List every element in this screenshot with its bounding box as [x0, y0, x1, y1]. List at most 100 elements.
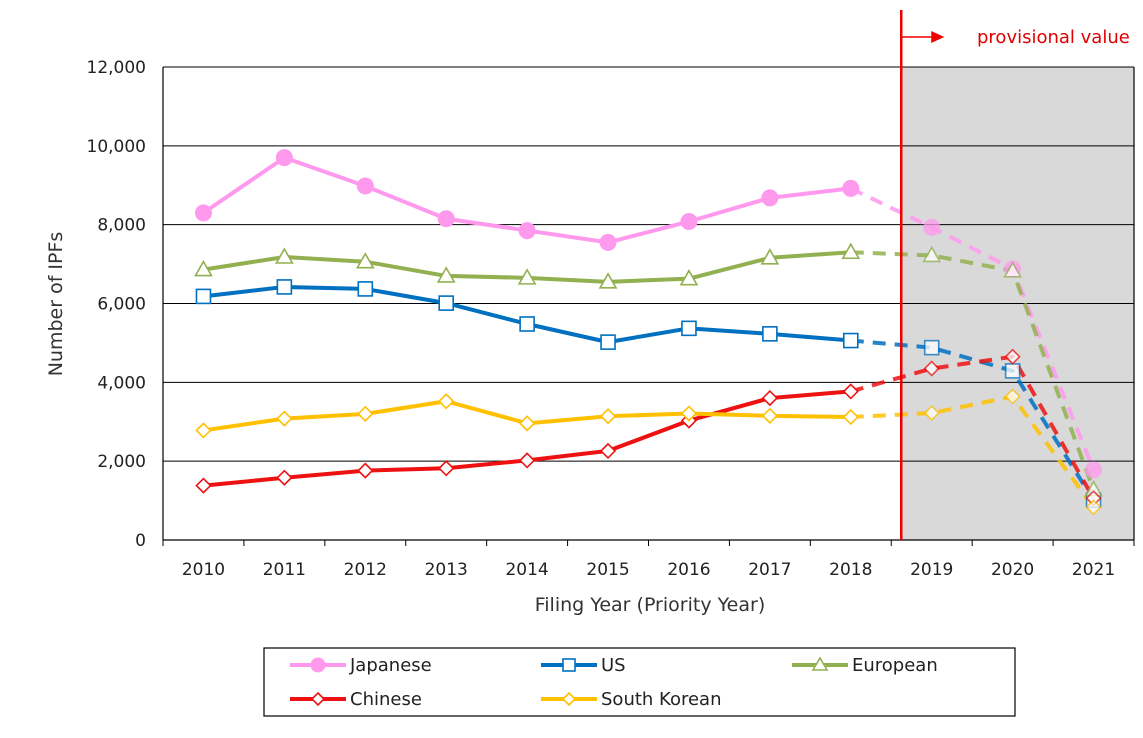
y-tick-label: 12,000	[87, 58, 146, 78]
data-point-european	[922, 245, 942, 263]
data-point-south-korean	[276, 410, 293, 427]
provisional-arrow-head	[931, 31, 945, 43]
x-tick-label: 2015	[586, 560, 629, 580]
series-line-provisional-japanese	[849, 186, 1096, 471]
data-point-south-korean	[1004, 388, 1021, 405]
data-point-us	[519, 316, 535, 332]
legend-label-japanese: Japanese	[349, 655, 432, 676]
x-tick-label: 2020	[991, 560, 1034, 580]
data-point-european	[355, 252, 375, 269]
data-point-european	[841, 242, 861, 260]
data-point-european	[760, 248, 780, 265]
x-tick-label: 2013	[425, 560, 468, 580]
data-point-japanese	[518, 222, 536, 240]
x-tick-label: 2021	[1072, 560, 1115, 580]
legend-label-chinese: Chinese	[350, 689, 422, 710]
x-tick-label: 2018	[829, 560, 872, 580]
data-point-south-korean	[438, 393, 455, 410]
data-point-european	[679, 269, 699, 286]
data-point-chinese	[1004, 348, 1021, 365]
data-point-us	[842, 332, 859, 349]
x-tick-label: 2012	[344, 560, 387, 580]
data-point-japanese	[1085, 461, 1103, 479]
data-point-south-korean	[357, 405, 374, 422]
x-tick-label: 2019	[910, 560, 953, 580]
data-point-chinese	[761, 389, 779, 407]
series-line-us	[203, 284, 851, 345]
data-point-japanese	[437, 210, 455, 228]
x-tick-label: 2017	[748, 560, 791, 580]
data-point-us	[1004, 363, 1021, 379]
data-point-us	[438, 295, 455, 311]
data-point-south-korean	[761, 407, 779, 424]
legend-label-us: US	[601, 655, 626, 676]
legend-marker-south-korean	[561, 691, 577, 707]
x-axis-title: Filing Year (Priority Year)	[535, 594, 766, 616]
legend-marker-chinese	[310, 691, 326, 707]
y-tick-label: 6,000	[97, 295, 146, 315]
data-point-chinese	[599, 442, 617, 460]
legend-marker-european	[811, 656, 829, 671]
y-tick-label: 0	[135, 531, 146, 551]
data-point-european	[598, 272, 618, 289]
data-point-us	[923, 339, 940, 356]
data-point-european	[436, 266, 456, 283]
data-point-us	[762, 326, 778, 342]
data-point-japanese	[842, 179, 860, 197]
data-point-south-korean	[518, 415, 536, 432]
data-point-japanese	[761, 189, 779, 207]
data-point-chinese	[842, 383, 859, 400]
y-tick-label: 8,000	[97, 216, 146, 236]
data-point-japanese	[923, 218, 941, 236]
data-point-chinese	[195, 477, 212, 494]
series-line-provisional-south-korean	[850, 394, 1096, 509]
data-point-japanese	[194, 204, 212, 222]
legend-box	[263, 647, 1016, 717]
data-point-japanese	[275, 149, 293, 167]
provisional-annotation: provisional value	[900, 10, 1130, 540]
y-tick-label: 2,000	[97, 452, 146, 472]
data-point-south-korean	[842, 408, 859, 426]
data-point-japanese	[356, 177, 374, 195]
data-point-chinese	[438, 460, 455, 477]
legend-marker-japanese	[310, 657, 326, 673]
data-point-south-korean	[680, 405, 698, 422]
x-tick-label: 2014	[505, 560, 548, 580]
data-point-us	[357, 281, 374, 297]
data-point-chinese	[923, 360, 940, 377]
y-tick-label: 4,000	[97, 373, 146, 393]
data-point-south-korean	[195, 422, 212, 439]
data-point-european	[274, 247, 294, 264]
y-tick-label: 10,000	[87, 137, 146, 157]
data-point-us	[681, 320, 697, 337]
data-point-us	[195, 288, 212, 305]
data-point-japanese	[599, 233, 617, 251]
series-markers	[194, 149, 1103, 516]
series-line-provisional-european	[850, 250, 1096, 491]
data-point-european	[1003, 261, 1023, 278]
x-tick-label: 2011	[263, 560, 306, 580]
legend-label-european: European	[852, 655, 938, 676]
legend: Japanese US European Chinese South Korean	[263, 647, 1016, 717]
legend-marker-us	[562, 658, 576, 672]
series-line-chinese	[203, 389, 851, 488]
x-tick-label: 2016	[667, 560, 710, 580]
data-point-us	[600, 334, 616, 350]
data-point-us	[276, 279, 293, 295]
data-point-south-korean	[1085, 499, 1102, 516]
provisional-label: provisional value	[977, 27, 1130, 48]
data-point-south-korean	[599, 408, 617, 425]
legend-label-south-korean: South Korean	[601, 689, 721, 710]
data-point-european	[517, 268, 537, 285]
x-tick-label: 2010	[182, 560, 225, 580]
data-point-chinese	[276, 469, 293, 486]
data-point-chinese	[357, 462, 374, 479]
data-point-chinese	[518, 452, 536, 469]
data-point-european	[194, 259, 213, 277]
y-axis-title: Number of IPFs	[45, 232, 67, 377]
axes: 0 2,000 4,000 6,000 8,000 10,000 12,000 2010 201…	[87, 58, 1135, 580]
data-point-south-korean	[923, 404, 940, 422]
data-point-japanese	[680, 213, 698, 231]
series-line-provisional-chinese	[850, 354, 1096, 500]
